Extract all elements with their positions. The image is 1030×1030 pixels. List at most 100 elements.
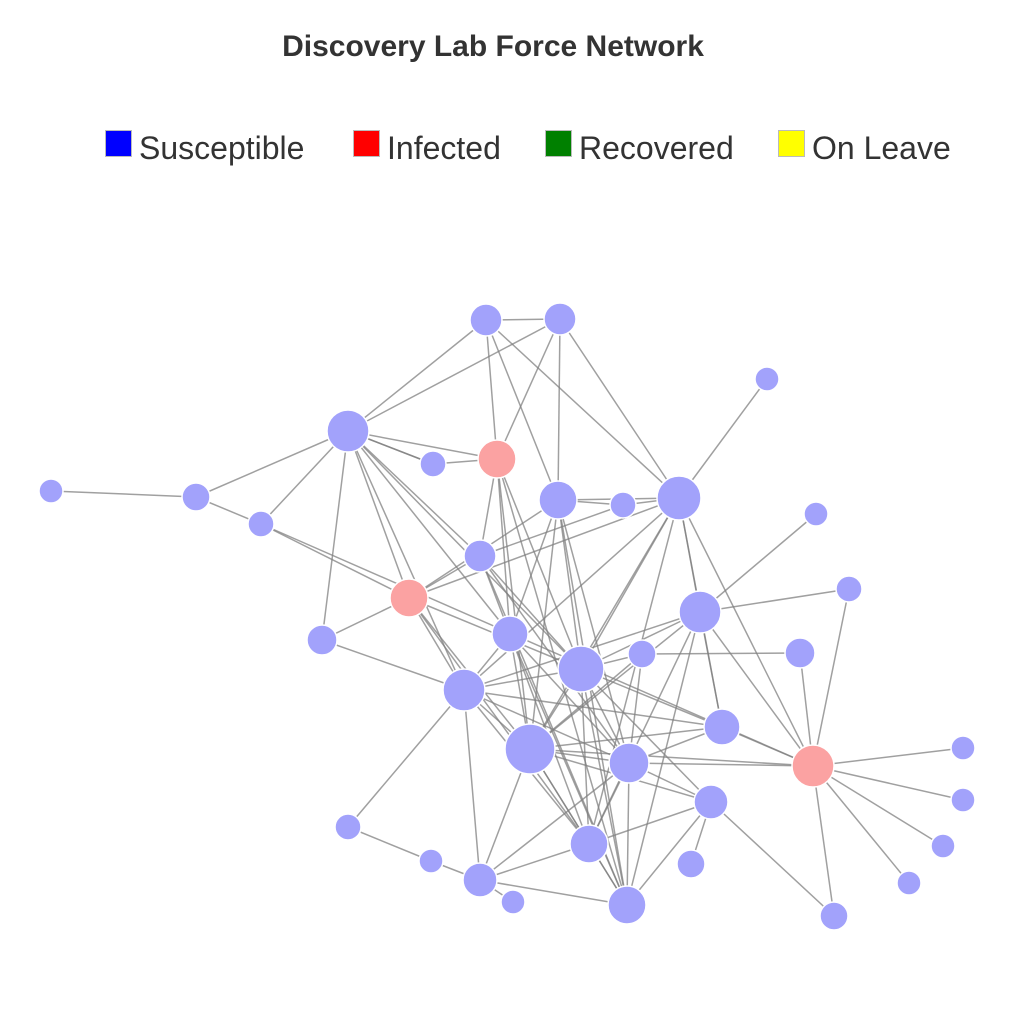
edge-2-13 — [347, 430, 410, 599]
node-34-susceptible[interactable] — [896, 870, 922, 896]
node-39-susceptible[interactable] — [334, 813, 362, 841]
edge-layer — [50, 318, 964, 917]
edge-0-2 — [347, 319, 487, 432]
edge-19-21 — [529, 726, 723, 750]
node-8-susceptible[interactable] — [538, 480, 578, 520]
node-12-susceptible[interactable] — [463, 539, 497, 573]
edge-1-2 — [347, 318, 561, 432]
node-17-susceptible[interactable] — [627, 639, 657, 669]
node-22-susceptible[interactable] — [693, 784, 729, 820]
edge-1-7 — [496, 318, 561, 460]
edge-3-5 — [50, 490, 197, 498]
edge-30-18 — [321, 639, 465, 691]
node-5-susceptible[interactable] — [38, 478, 64, 504]
edge-8-15 — [509, 499, 559, 635]
edge-13-4 — [260, 523, 410, 599]
edge-2-7 — [347, 430, 498, 460]
node-3-susceptible[interactable] — [181, 482, 211, 512]
node-2-susceptible[interactable] — [326, 409, 370, 453]
node-24-susceptible[interactable] — [462, 862, 498, 898]
node-23-susceptible[interactable] — [569, 824, 609, 864]
node-13-infected[interactable] — [389, 578, 429, 618]
node-38-susceptible[interactable] — [418, 848, 444, 874]
edge-26-28 — [812, 588, 850, 767]
node-29-susceptible[interactable] — [784, 637, 816, 669]
edge-10-11 — [678, 378, 768, 499]
node-21-susceptible[interactable] — [703, 708, 741, 746]
edge-18-24 — [463, 689, 481, 881]
legend-swatch-on-leave — [778, 130, 805, 157]
node-10-susceptible[interactable] — [656, 475, 702, 521]
edge-2-30 — [321, 430, 349, 641]
edge-2-15 — [347, 430, 511, 635]
legend-swatch-recovered — [545, 130, 572, 157]
node-0-susceptible[interactable] — [469, 303, 503, 337]
node-14-susceptible[interactable] — [678, 590, 722, 634]
edge-22-16 — [580, 668, 712, 803]
edge-10-26 — [678, 497, 814, 767]
node-27-susceptible[interactable] — [803, 501, 829, 527]
legend-swatch-susceptible — [105, 130, 132, 157]
chart-title: Discovery Lab Force Network — [282, 30, 704, 63]
edge-8-19 — [529, 499, 559, 750]
edge-0-7 — [485, 319, 498, 460]
node-37-susceptible[interactable] — [500, 889, 526, 915]
edge-24-25 — [479, 879, 628, 906]
legend-label-recovered: Recovered — [579, 130, 734, 166]
node-26-infected[interactable] — [791, 744, 835, 788]
node-1-susceptible[interactable] — [543, 302, 577, 336]
legend-label-on-leave: On Leave — [812, 130, 951, 166]
node-35-susceptible[interactable] — [819, 901, 849, 931]
edge-14-26 — [699, 611, 814, 767]
node-28-susceptible[interactable] — [835, 575, 863, 603]
edge-7-19 — [496, 458, 531, 750]
edge-26-33 — [812, 765, 944, 847]
edge-28-14 — [699, 588, 850, 613]
edge-14-27 — [699, 513, 817, 613]
edge-22-35 — [710, 801, 835, 917]
node-30-susceptible[interactable] — [306, 624, 338, 656]
node-7-infected[interactable] — [477, 439, 517, 479]
edge-0-8 — [485, 319, 559, 501]
edge-26-32 — [812, 765, 964, 801]
edge-8-20 — [557, 499, 630, 764]
edge-18-39 — [347, 689, 465, 828]
edge-16-25 — [580, 668, 628, 906]
legend-swatch-infected — [353, 130, 380, 157]
edge-17-29 — [641, 652, 801, 655]
node-layer — [38, 302, 976, 931]
node-19-susceptible[interactable] — [504, 723, 556, 775]
edge-14-25 — [626, 611, 701, 906]
edge-18-21 — [463, 689, 723, 728]
edge-38-39 — [347, 826, 432, 862]
node-4-susceptible[interactable] — [247, 510, 275, 538]
edge-26-35 — [812, 765, 835, 917]
edge-2-12 — [347, 430, 481, 557]
edge-1-8 — [557, 318, 561, 501]
node-18-susceptible[interactable] — [442, 668, 486, 712]
edge-16-21 — [580, 668, 723, 728]
node-33-susceptible[interactable] — [930, 833, 956, 859]
edge-15-25 — [509, 633, 628, 906]
edge-2-18 — [347, 430, 465, 691]
edge-14-19 — [529, 611, 701, 750]
node-16-susceptible[interactable] — [557, 645, 605, 693]
edge-10-19 — [529, 497, 680, 750]
node-6-susceptible[interactable] — [419, 450, 447, 478]
legend-label-susceptible: Susceptible — [139, 130, 305, 166]
node-32-susceptible[interactable] — [950, 787, 976, 813]
node-25-susceptible[interactable] — [607, 885, 647, 925]
edge-8-16 — [557, 499, 582, 670]
edge-0-10 — [485, 319, 680, 499]
edge-8-25 — [557, 499, 628, 906]
node-20-susceptible[interactable] — [608, 742, 650, 784]
node-36-susceptible[interactable] — [676, 849, 706, 879]
node-9-susceptible[interactable] — [609, 491, 637, 519]
node-15-susceptible[interactable] — [491, 615, 529, 653]
edge-22-25 — [626, 801, 712, 906]
edge-15-20 — [509, 633, 630, 764]
node-11-susceptible[interactable] — [754, 366, 780, 392]
node-31-susceptible[interactable] — [950, 735, 976, 761]
edge-1-10 — [559, 318, 680, 499]
edge-26-34 — [812, 765, 910, 884]
